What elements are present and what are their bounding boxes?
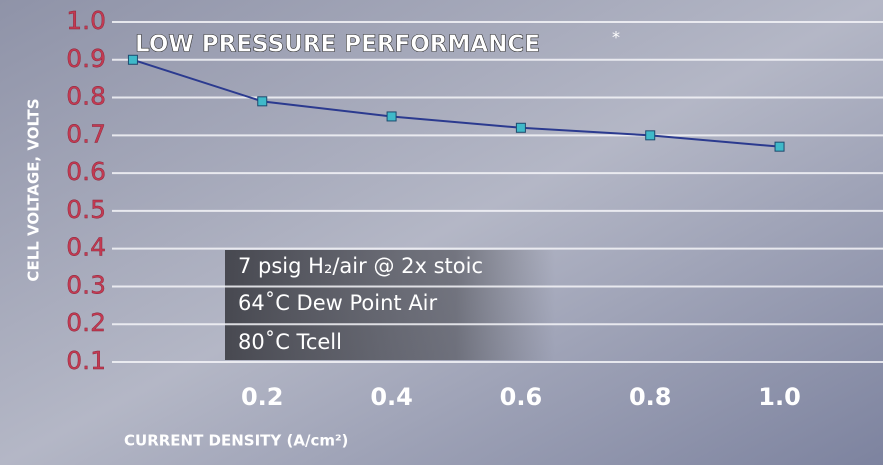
x-axis-label: CURRENT DENSITY (A/cm²) (124, 432, 348, 450)
y-tick-label: 0.6 (66, 157, 106, 186)
y-tick-label: 0.4 (66, 233, 106, 262)
x-tick-label: 0.2 (241, 383, 284, 411)
annotation: 64˚C Dew Point Air (238, 291, 438, 315)
annotation-box (225, 250, 555, 360)
series-line (132, 58, 780, 148)
y-tick-label: 0.9 (66, 44, 106, 73)
annotation: 80˚C Tcell (238, 330, 342, 354)
data-point (257, 96, 268, 107)
x-tick-label: 0.4 (370, 383, 413, 411)
data-point (515, 122, 526, 133)
data-point (386, 111, 397, 122)
chart-title: LOW PRESSURE PERFORMANCE (135, 32, 540, 58)
annotation: 7 psig H₂/air @ 2x stoic (238, 254, 483, 278)
x-tick-label: 0.8 (629, 383, 672, 411)
data-point (645, 130, 656, 141)
data-point (774, 141, 785, 152)
y-axis-label: CELL VOLTAGE, VOLTS (25, 98, 43, 281)
x-tick-label: 1.0 (758, 383, 801, 411)
title-mark: * (612, 28, 620, 47)
y-tick-label: 0.2 (66, 308, 106, 337)
y-tick-label: 0.8 (66, 82, 106, 111)
y-tick-label: 0.5 (66, 195, 106, 224)
y-tick-label: 0.1 (66, 346, 106, 375)
y-tick-label: 0.3 (66, 270, 106, 299)
y-tick-label: 1.0 (66, 6, 106, 35)
x-tick-label: 0.6 (500, 383, 543, 411)
data-point (127, 54, 138, 65)
y-tick-label: 0.7 (66, 119, 106, 148)
